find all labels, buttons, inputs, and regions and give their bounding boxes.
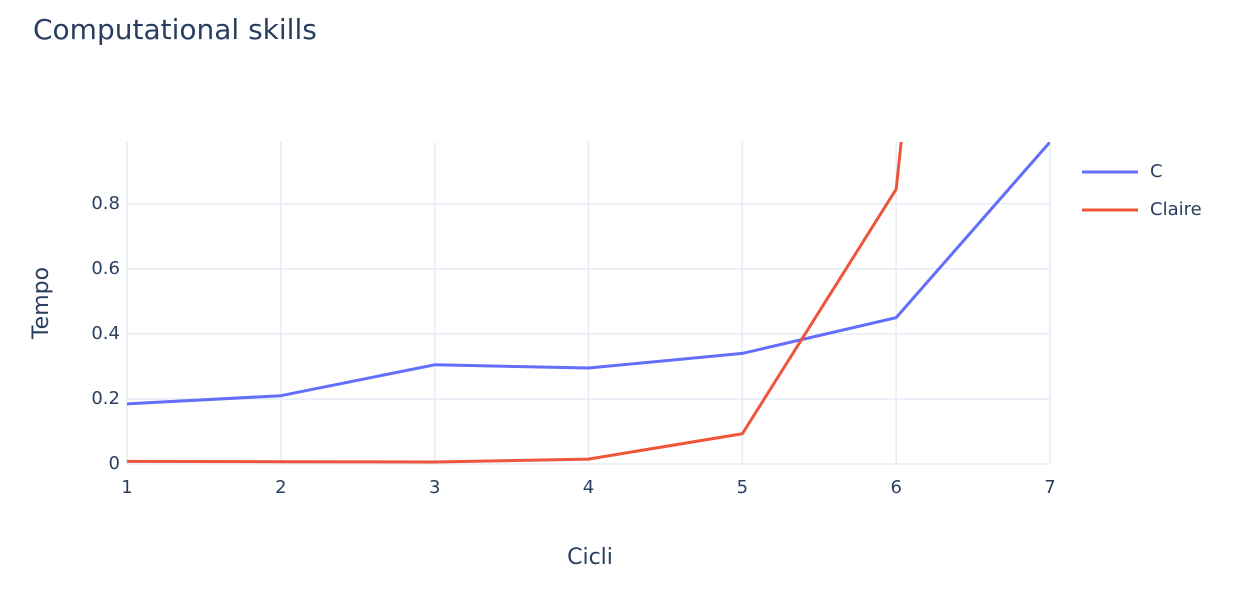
x-tick-label: 3 [429, 477, 440, 498]
grid [126, 142, 1051, 465]
series-line [127, 142, 1050, 406]
y-tick-label: 0.8 [91, 193, 120, 214]
x-tick-label: 1 [121, 477, 132, 498]
y-tick-label: 0.4 [91, 323, 120, 344]
x-tick-label: 7 [1044, 477, 1055, 498]
x-tick-label: 5 [737, 477, 748, 498]
x-tick-label: 4 [583, 477, 594, 498]
legend-label: Claire [1150, 199, 1202, 220]
x-axis-title: Cicli [567, 545, 613, 570]
x-tick-label: 6 [890, 477, 901, 498]
y-tick-label: 0.2 [91, 388, 120, 409]
y-tick-label: 0 [109, 453, 120, 474]
chart-title: Computational skills [33, 13, 317, 46]
x-tick-label: 2 [275, 477, 286, 498]
series-line [127, 142, 903, 464]
plot-area [127, 142, 1050, 464]
y-axis-title: Tempo [29, 267, 54, 340]
legend-label: C [1150, 161, 1163, 182]
y-tick-label: 0.6 [91, 258, 120, 279]
